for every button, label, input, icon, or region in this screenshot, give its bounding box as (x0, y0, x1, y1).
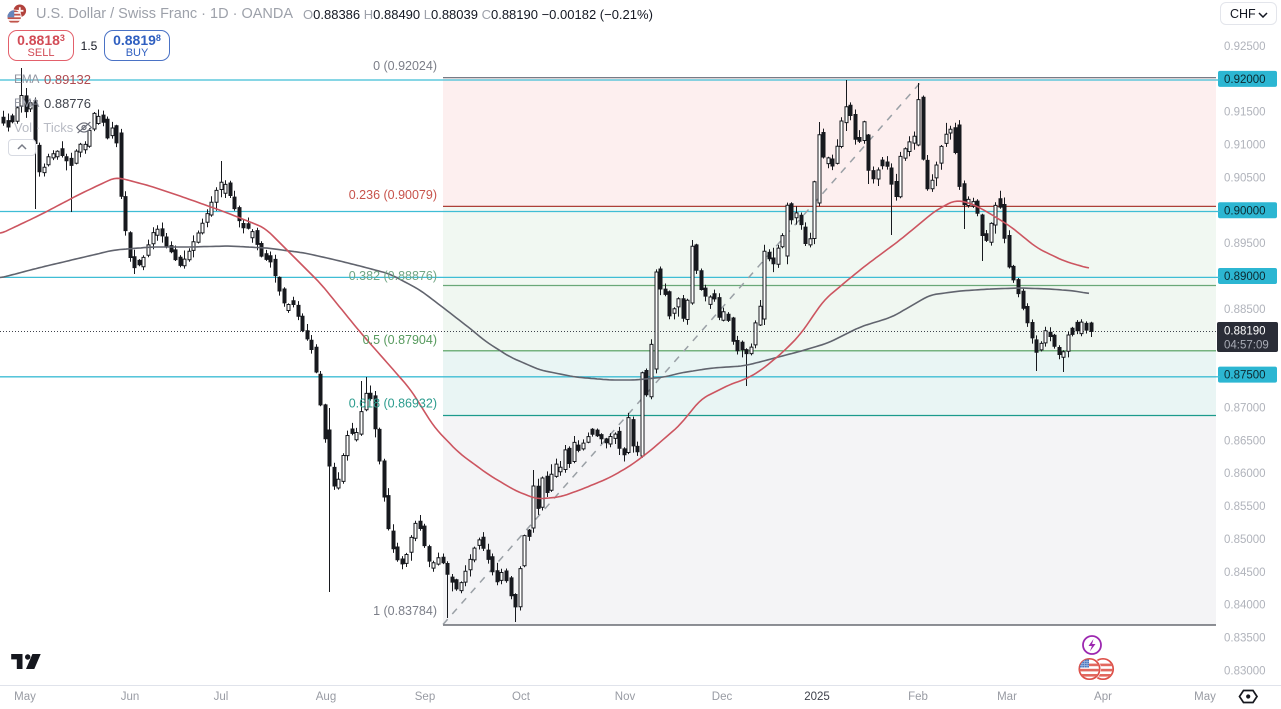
svg-text:May: May (1194, 691, 1216, 703)
svg-text:0.85500: 0.85500 (1224, 501, 1266, 513)
svg-text:0.83000: 0.83000 (1224, 665, 1266, 677)
svg-text:0.90000: 0.90000 (1224, 205, 1266, 217)
svg-text:0.85000: 0.85000 (1224, 534, 1266, 546)
svg-text:0.88190: 0.88190 (1224, 326, 1266, 338)
svg-text:0.91000: 0.91000 (1224, 140, 1266, 152)
svg-text:0.90500: 0.90500 (1224, 172, 1266, 184)
svg-text:0.236 (0.90079): 0.236 (0.90079) (349, 188, 437, 202)
svg-text:0.88500: 0.88500 (1224, 304, 1266, 316)
svg-text:Sep: Sep (415, 691, 435, 703)
svg-text:Oct: Oct (512, 691, 531, 703)
svg-text:0.92500: 0.92500 (1224, 41, 1266, 53)
svg-text:0.84000: 0.84000 (1224, 600, 1266, 612)
svg-text:0.86500: 0.86500 (1224, 435, 1266, 447)
svg-text:0.5 (0.87904): 0.5 (0.87904) (363, 333, 437, 347)
svg-text:0.89000: 0.89000 (1224, 271, 1266, 283)
svg-text:Nov: Nov (615, 691, 636, 703)
svg-text:0.86000: 0.86000 (1224, 468, 1266, 480)
svg-text:Jul: Jul (214, 691, 229, 703)
svg-text:May: May (14, 691, 36, 703)
svg-text:0.87000: 0.87000 (1224, 403, 1266, 415)
svg-text:0.618 (0.86932): 0.618 (0.86932) (349, 397, 437, 411)
svg-text:2025: 2025 (804, 691, 830, 703)
svg-text:0.92000: 0.92000 (1224, 74, 1266, 86)
svg-text:Jun: Jun (121, 691, 140, 703)
svg-text:Feb: Feb (908, 691, 928, 703)
svg-text:0.87500: 0.87500 (1224, 370, 1266, 382)
svg-text:04:57:09: 04:57:09 (1224, 340, 1269, 352)
svg-text:Mar: Mar (997, 691, 1017, 703)
svg-text:0.382 (0.88876): 0.382 (0.88876) (349, 269, 437, 283)
svg-text:0.83500: 0.83500 (1224, 633, 1266, 645)
svg-text:1 (0.83784): 1 (0.83784) (373, 604, 437, 618)
svg-text:Dec: Dec (712, 691, 733, 703)
svg-text:0 (0.92024): 0 (0.92024) (373, 59, 437, 73)
svg-text:0.84500: 0.84500 (1224, 567, 1266, 579)
svg-text:0.89500: 0.89500 (1224, 238, 1266, 250)
svg-text:Apr: Apr (1094, 691, 1112, 703)
svg-text:0.91500: 0.91500 (1224, 107, 1266, 119)
svg-text:Aug: Aug (316, 691, 336, 703)
